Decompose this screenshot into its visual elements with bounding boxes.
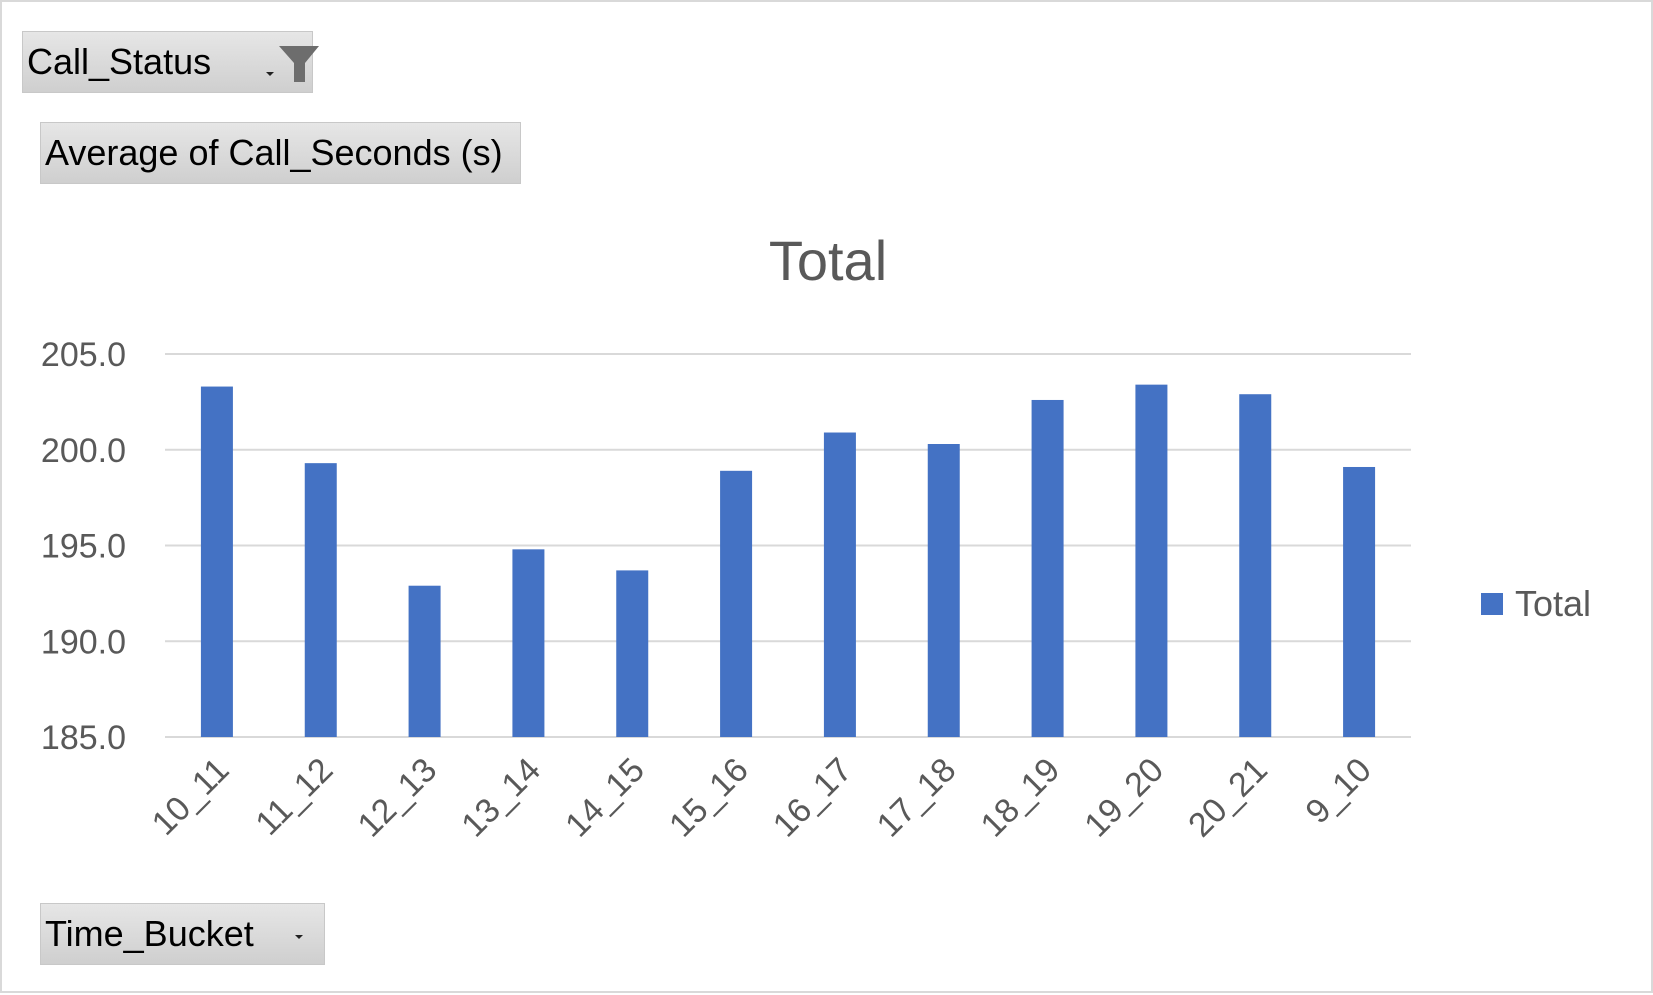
dropdown-arrow-icon[interactable]	[295, 935, 303, 939]
time-bucket-axis-label: Time_Bucket	[45, 913, 254, 954]
x-tick-label: 19_20	[1077, 751, 1171, 845]
y-tick-label: 190.0	[41, 623, 126, 661]
time-bucket-axis-button[interactable]: Time_Bucket	[40, 903, 325, 965]
y-axis-tick-labels: 205.0 200.0 195.0 190.0 185.0	[41, 336, 126, 757]
legend-label-total: Total	[1515, 583, 1591, 624]
bar-10_11	[200, 386, 233, 737]
chart-title: Total	[769, 229, 887, 292]
x-axis-tick-labels: 10_11 11_12 12_13 13_14 14_15 15_16 16_17 17_18…	[145, 751, 1379, 845]
x-tick-label: 18_19	[974, 751, 1068, 845]
x-tick-label: 11_12	[248, 751, 340, 843]
x-tick-label: 15_16	[662, 751, 756, 845]
x-tick-label: 14_15	[558, 751, 652, 845]
x-tick-label: 20_21	[1181, 751, 1275, 845]
dropdown-arrow-icon[interactable]	[266, 72, 274, 76]
legend-swatch-total	[1481, 593, 1503, 615]
x-tick-label: 9_10	[1298, 751, 1378, 831]
x-tick-label: 17_18	[870, 751, 964, 845]
call-status-filter-button[interactable]: Call_Status	[22, 31, 319, 93]
value-field-button[interactable]: Average of Call_Seconds (s)	[40, 122, 521, 184]
bar-15_16	[720, 470, 753, 737]
value-field-label: Average of Call_Seconds (s)	[45, 132, 503, 173]
filter-funnel-icon[interactable]	[277, 44, 321, 84]
x-tick-label: 10_11	[145, 751, 237, 843]
bar-14_15	[616, 570, 649, 737]
gridlines	[165, 353, 1411, 738]
bar-13_14	[512, 549, 545, 737]
bar-17_18	[927, 444, 960, 737]
bar-11_12	[304, 463, 337, 737]
y-tick-label: 200.0	[41, 432, 126, 470]
bar-16_17	[823, 432, 856, 737]
bar-12_13	[408, 585, 441, 737]
x-tick-label: 13_14	[454, 751, 548, 845]
x-tick-label: 12_13	[351, 751, 445, 845]
legend: Total	[1481, 583, 1591, 624]
y-tick-label: 205.0	[41, 336, 126, 374]
bar-18_19	[1031, 399, 1064, 737]
bar-20_21	[1239, 394, 1272, 737]
bar-9_10	[1343, 466, 1376, 737]
y-tick-label: 185.0	[41, 719, 126, 757]
y-tick-label: 195.0	[41, 528, 126, 566]
call-status-filter-label: Call_Status	[27, 41, 212, 82]
bar-19_20	[1135, 384, 1168, 737]
bar-series-total	[200, 384, 1376, 737]
x-tick-label: 16_17	[766, 751, 860, 845]
